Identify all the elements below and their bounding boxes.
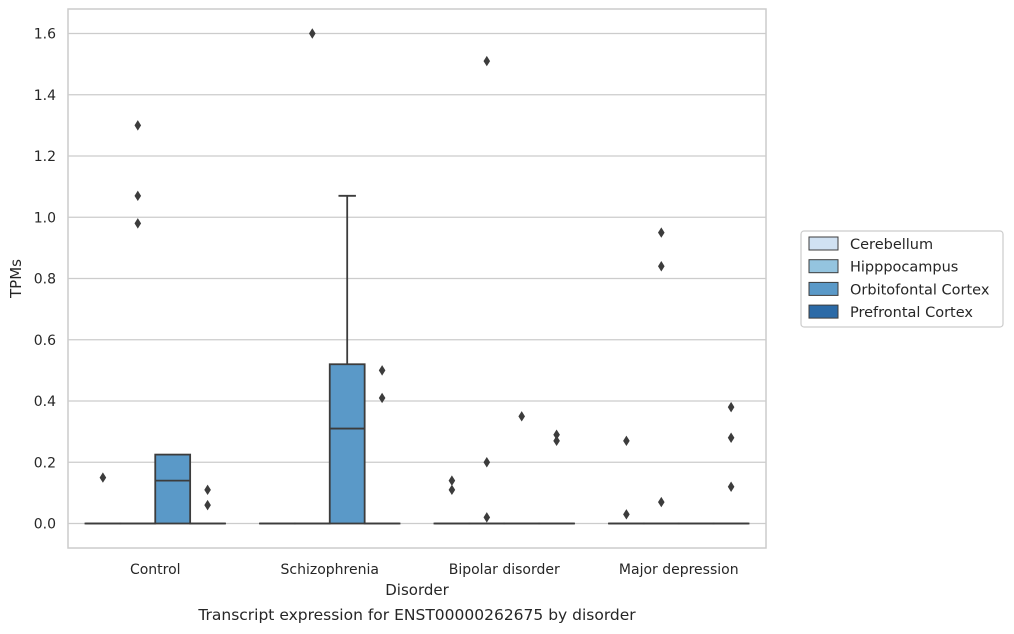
box-group	[154, 453, 192, 525]
outlier-point	[483, 457, 491, 468]
legend-frame	[800, 230, 1004, 328]
x-axis-title: Disorder	[385, 581, 449, 599]
outlier-point	[727, 401, 735, 413]
legend-label: Cerebellum	[850, 237, 933, 253]
x-tick-label: Bipolar disorder	[449, 562, 560, 578]
legend: Cerebellum Hipppocampus Orbitofontal Corte…	[800, 230, 1004, 328]
x-tick-label: Control	[130, 562, 181, 578]
legend-swatch	[808, 281, 839, 296]
box	[154, 453, 192, 525]
outlier-point	[378, 365, 386, 376]
outlier-point	[483, 512, 491, 523]
outlier-point	[448, 484, 456, 496]
y-tick-label: 0.4	[34, 394, 56, 410]
legend-swatch	[808, 259, 839, 274]
outlier-point	[553, 435, 560, 447]
y-tick-labels: 0.0 0.2 0.4 0.6 0.8 1.0 1.2 1.4 1.6	[34, 27, 56, 533]
outlier-point	[658, 227, 665, 238]
legend-swatch	[808, 304, 839, 319]
legend-item: Cerebellum	[808, 236, 933, 253]
plot-frame	[67, 8, 767, 549]
outlier-point	[134, 218, 142, 229]
y-axis-title: TPMs	[7, 259, 25, 299]
outlier-point	[623, 435, 630, 447]
y-tick-label: 0.8	[34, 272, 56, 288]
y-tick-label: 1.6	[34, 27, 56, 43]
outlier-point	[204, 499, 211, 511]
y-tick-label: 0.6	[34, 333, 56, 349]
outlier-point	[448, 475, 456, 486]
y-tick-label: 1.0	[34, 210, 56, 226]
legend-label: Prefrontal Cortex	[850, 305, 973, 321]
outlier-point	[134, 120, 142, 131]
y-tick-label: 0.0	[34, 517, 56, 533]
y-tick-label: 0.2	[34, 455, 56, 471]
outlier-point	[99, 472, 107, 483]
outlier-point	[518, 411, 525, 422]
outliers	[99, 28, 735, 523]
legend-item: Orbitofontal Cortex	[808, 281, 990, 298]
y-tick-label: 1.4	[34, 88, 56, 104]
x-tick-label: Major depression	[619, 562, 739, 578]
outlier-point	[134, 190, 142, 202]
figure-caption: Transcript expression for ENST0000026267…	[198, 606, 636, 624]
grid	[68, 32, 766, 525]
outlier-point	[727, 432, 735, 443]
x-tick-label: Schizophrenia	[281, 562, 379, 578]
outlier-point	[553, 429, 560, 440]
legend-label: Orbitofontal Cortex	[850, 282, 990, 298]
outlier-point	[378, 392, 386, 404]
box-group	[328, 194, 366, 525]
box	[328, 363, 366, 525]
legend-item: Prefrontal Cortex	[808, 304, 973, 321]
legend-swatch	[808, 236, 839, 251]
x-tick-labels: Control Schizophrenia Bipolar disorder Majo…	[130, 562, 739, 578]
outlier-point	[204, 484, 211, 496]
outlier-point	[483, 55, 491, 67]
legend-item: Hipppocampus	[808, 259, 958, 276]
outlier-point	[658, 261, 665, 272]
boxes	[84, 194, 750, 525]
outlier-point	[623, 509, 630, 520]
chart: 0.0 0.2 0.4 0.6 0.8 1.0 1.2 1.4 1.6 Control Schiz…	[7, 8, 1004, 599]
outlier-point	[309, 28, 316, 39]
y-tick-label: 1.2	[34, 149, 56, 165]
outlier-point	[658, 496, 665, 508]
legend-label: Hipppocampus	[850, 260, 958, 276]
outlier-point	[727, 481, 735, 492]
